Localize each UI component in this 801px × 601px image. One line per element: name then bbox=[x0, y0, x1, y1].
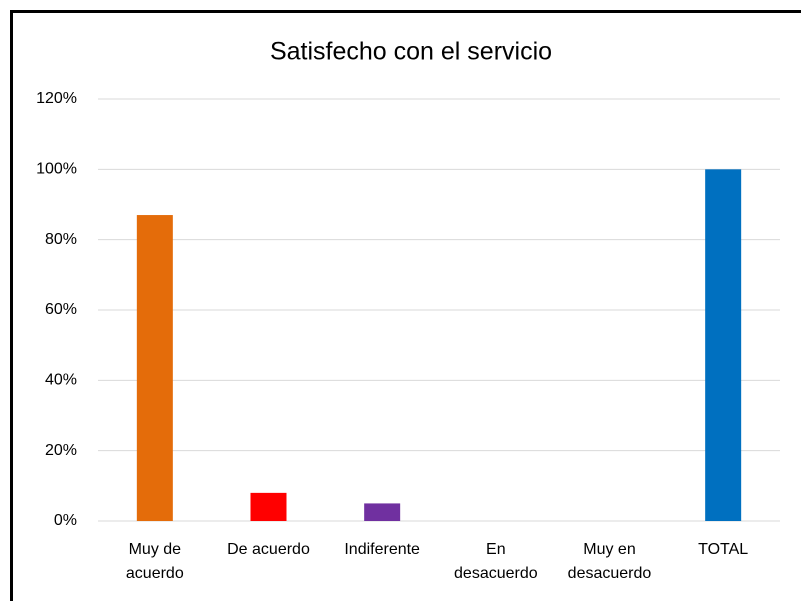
y-tick-label: 100% bbox=[36, 161, 77, 178]
x-tick-label: Muy de acuerdo bbox=[125, 541, 184, 582]
y-tick-label: 20% bbox=[45, 442, 77, 459]
y-tick-label: 120% bbox=[36, 90, 77, 107]
x-tick-label: De acuerdo bbox=[227, 541, 310, 558]
y-tick-label: 40% bbox=[45, 372, 77, 389]
chart-frame bbox=[10, 10, 801, 601]
bar bbox=[136, 215, 173, 522]
chart-title: Satisfecho con el servicio bbox=[270, 38, 552, 66]
y-tick-label: 60% bbox=[45, 301, 77, 318]
y-tick-label: 80% bbox=[45, 231, 77, 248]
x-tick-label: En desacuerdo bbox=[454, 541, 538, 582]
x-tick-label: TOTAL bbox=[698, 541, 749, 558]
y-tick-label: 0% bbox=[54, 512, 77, 529]
bar bbox=[705, 169, 742, 522]
x-tick-label: Muy en desacuerdo bbox=[567, 541, 652, 582]
bar bbox=[250, 492, 287, 521]
bar bbox=[364, 503, 401, 521]
x-tick-label: Indiferente bbox=[344, 541, 420, 558]
